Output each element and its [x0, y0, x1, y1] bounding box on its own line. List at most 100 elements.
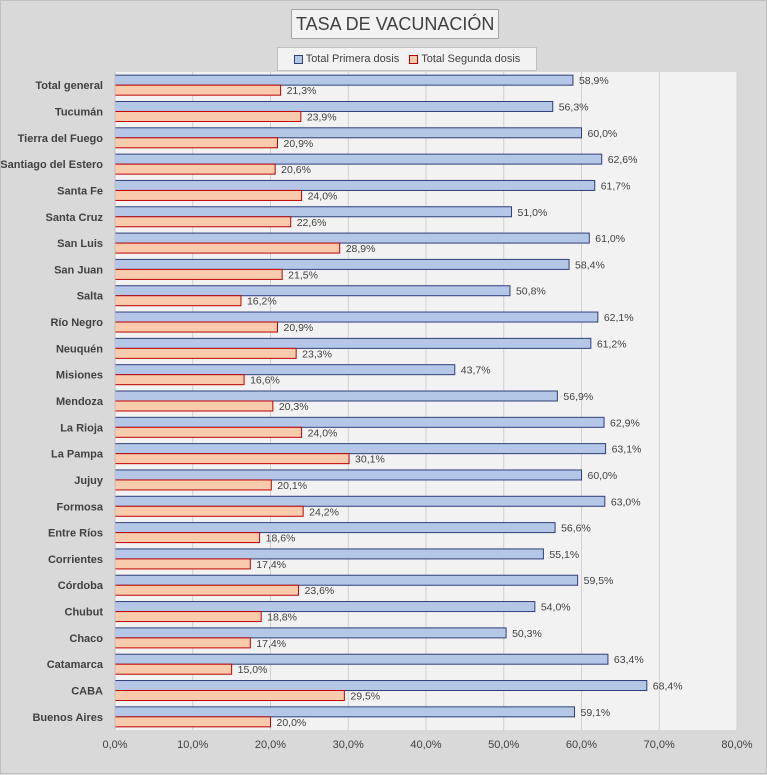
- category-label: Tierra del Fuego: [18, 133, 104, 145]
- category-label: La Pampa: [51, 449, 104, 461]
- bar-primera-dosis: [114, 706, 576, 718]
- bar-primera-dosis: [114, 179, 596, 191]
- data-label-segunda: 17,4%: [256, 559, 286, 571]
- data-label-segunda: 24,0%: [308, 427, 338, 439]
- bar-segunda-dosis: [114, 163, 276, 175]
- data-label-segunda: 20,9%: [283, 322, 313, 334]
- data-label-segunda: 21,3%: [287, 85, 317, 97]
- bar-primera-dosis: [114, 495, 606, 507]
- bar-primera-dosis: [114, 232, 590, 244]
- bar-primera-dosis: [114, 574, 579, 586]
- category-label: CABA: [71, 686, 103, 698]
- x-tick-label: 70,0%: [644, 739, 675, 751]
- bar-segunda-dosis: [114, 110, 302, 122]
- category-label: Santiago del Estero: [1, 159, 103, 171]
- bar-segunda-dosis: [114, 637, 251, 649]
- data-label-primera: 61,2%: [597, 338, 627, 350]
- bar-segunda-dosis: [114, 216, 292, 228]
- category-label: La Rioja: [60, 422, 104, 434]
- bar-primera-dosis: [114, 127, 582, 139]
- category-label: Buenos Aires: [32, 712, 103, 724]
- data-label-primera: 60,0%: [588, 128, 618, 140]
- data-label-segunda: 18,8%: [267, 612, 297, 624]
- data-label-primera: 55,1%: [549, 549, 579, 561]
- bar-primera-dosis: [114, 311, 599, 323]
- legend-label-segunda: Total Segunda dosis: [421, 53, 521, 65]
- bar-segunda-dosis: [114, 690, 345, 702]
- bar-segunda-dosis: [114, 400, 274, 412]
- bar-segunda-dosis: [114, 505, 304, 517]
- bar-primera-dosis: [114, 680, 648, 692]
- bar-primera-dosis: [114, 443, 607, 455]
- bar-segunda-dosis: [114, 663, 233, 675]
- bar-primera-dosis: [114, 153, 603, 165]
- category-label: Neuquén: [56, 343, 103, 355]
- x-tick-label: 30,0%: [333, 739, 364, 751]
- data-label-segunda: 30,1%: [355, 454, 385, 466]
- data-label-segunda: 20,3%: [279, 401, 309, 413]
- category-label: Salta: [77, 291, 104, 303]
- category-label: Catamarca: [47, 659, 104, 671]
- bar-segunda-dosis: [114, 584, 299, 596]
- x-tick-label: 20,0%: [255, 739, 286, 751]
- category-label: San Juan: [54, 264, 103, 276]
- data-label-primera: 54,0%: [541, 602, 571, 614]
- bar-segunda-dosis: [114, 295, 242, 307]
- data-label-segunda: 28,9%: [346, 243, 376, 255]
- bar-primera-dosis: [114, 522, 556, 534]
- data-label-segunda: 22,6%: [297, 217, 327, 229]
- category-label: Total general: [35, 80, 103, 92]
- data-label-primera: 58,4%: [575, 259, 605, 271]
- x-tick-label: 0,0%: [102, 739, 127, 751]
- category-label: Corrientes: [48, 554, 103, 566]
- bar-primera-dosis: [114, 601, 536, 613]
- category-label: Mendoza: [56, 396, 104, 408]
- data-label-segunda: 15,0%: [238, 664, 268, 676]
- data-label-segunda: 23,9%: [307, 111, 337, 123]
- x-tick-label: 50,0%: [488, 739, 519, 751]
- bar-segunda-dosis: [114, 558, 251, 570]
- data-label-primera: 61,7%: [601, 180, 631, 192]
- data-label-primera: 68,4%: [653, 681, 683, 693]
- category-label: Chubut: [65, 607, 104, 619]
- bar-primera-dosis: [114, 416, 605, 428]
- data-label-segunda: 21,5%: [288, 269, 318, 281]
- bar-primera-dosis: [114, 100, 554, 112]
- data-label-segunda: 17,4%: [256, 638, 286, 650]
- category-label: Entre Ríos: [48, 528, 103, 540]
- data-label-segunda: 20,0%: [277, 717, 307, 729]
- data-label-primera: 63,1%: [612, 444, 642, 456]
- bar-primera-dosis: [114, 469, 582, 481]
- data-label-primera: 56,3%: [559, 101, 589, 113]
- data-label-primera: 51,0%: [518, 207, 548, 219]
- category-label: Santa Cruz: [46, 212, 104, 224]
- bar-primera-dosis: [114, 206, 513, 218]
- bar-segunda-dosis: [114, 268, 283, 280]
- data-label-segunda: 20,1%: [277, 480, 307, 492]
- data-label-primera: 59,5%: [584, 575, 614, 587]
- bar-primera-dosis: [114, 285, 511, 297]
- category-label: Córdoba: [58, 580, 104, 592]
- data-label-segunda: 20,6%: [281, 164, 311, 176]
- bar-primera-dosis: [114, 337, 592, 349]
- category-label: Chaco: [69, 633, 103, 645]
- data-label-primera: 56,6%: [561, 523, 591, 535]
- bar-primera-dosis: [114, 627, 507, 639]
- data-label-primera: 50,3%: [512, 628, 542, 640]
- data-label-segunda: 24,0%: [308, 190, 338, 202]
- legend-entry-segunda: Total Segunda dosis: [409, 53, 520, 65]
- data-label-segunda: 20,9%: [283, 138, 313, 150]
- bar-primera-dosis: [114, 390, 558, 402]
- category-label: Jujuy: [74, 475, 104, 487]
- data-label-primera: 62,1%: [604, 312, 634, 324]
- x-tick-label: 80,0%: [721, 739, 752, 751]
- data-label-primera: 50,8%: [516, 286, 546, 298]
- bar-segunda-dosis: [114, 189, 303, 201]
- legend-label-primera: Total Primera dosis: [305, 53, 400, 65]
- data-label-primera: 56,9%: [563, 391, 593, 403]
- data-label-segunda: 16,2%: [247, 296, 277, 308]
- data-label-primera: 60,0%: [588, 470, 618, 482]
- category-label: Tucumán: [55, 106, 103, 118]
- bar-segunda-dosis: [114, 347, 297, 359]
